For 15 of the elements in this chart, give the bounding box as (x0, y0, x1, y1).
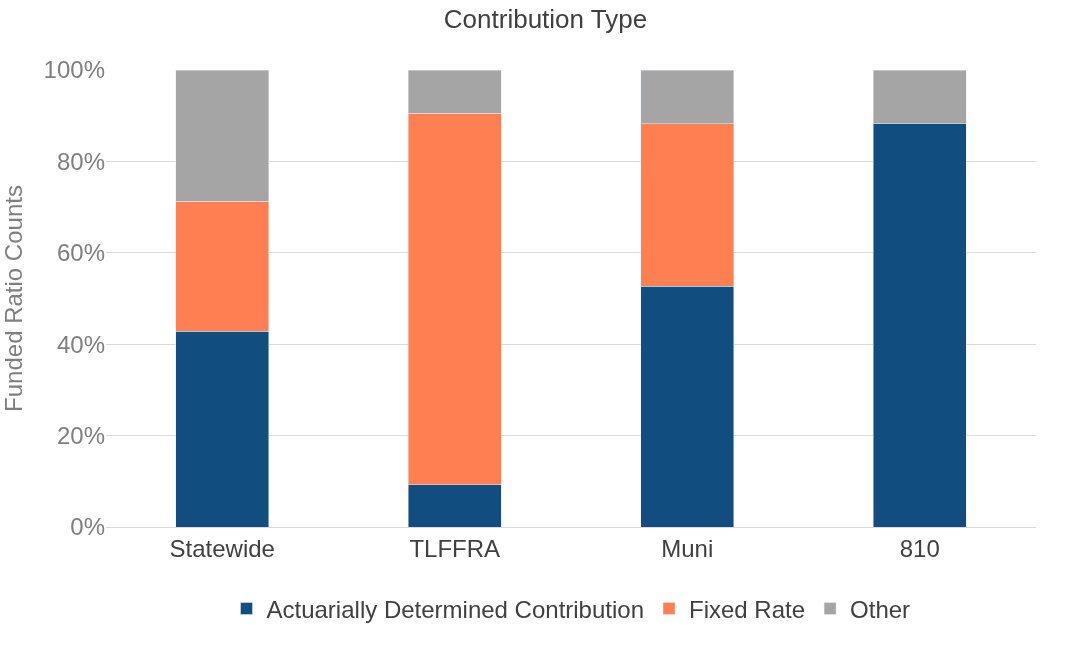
legend-label: Other (850, 595, 911, 623)
y-tick-label: 0% (70, 513, 105, 541)
legend-label: Actuarially Determined Contribution (266, 595, 645, 623)
x-tick-label: Statewide (169, 534, 275, 562)
x-tick-label: TLFFRA (409, 534, 501, 562)
y-tick-label: 100% (43, 56, 105, 84)
x-tick-label: 810 (899, 534, 940, 562)
y-tick-label: 20% (56, 422, 105, 449)
y-tick-label: 40% (56, 330, 105, 358)
legend-label: Fixed Rate (689, 595, 806, 623)
chart-title: Contribution Type (443, 3, 648, 34)
y-tick-label: 60% (56, 239, 105, 267)
y-tick-label: 80% (56, 147, 105, 175)
y-axis-title: Funded Ratio Counts (0, 185, 27, 412)
x-tick-label: Muni (661, 534, 714, 562)
